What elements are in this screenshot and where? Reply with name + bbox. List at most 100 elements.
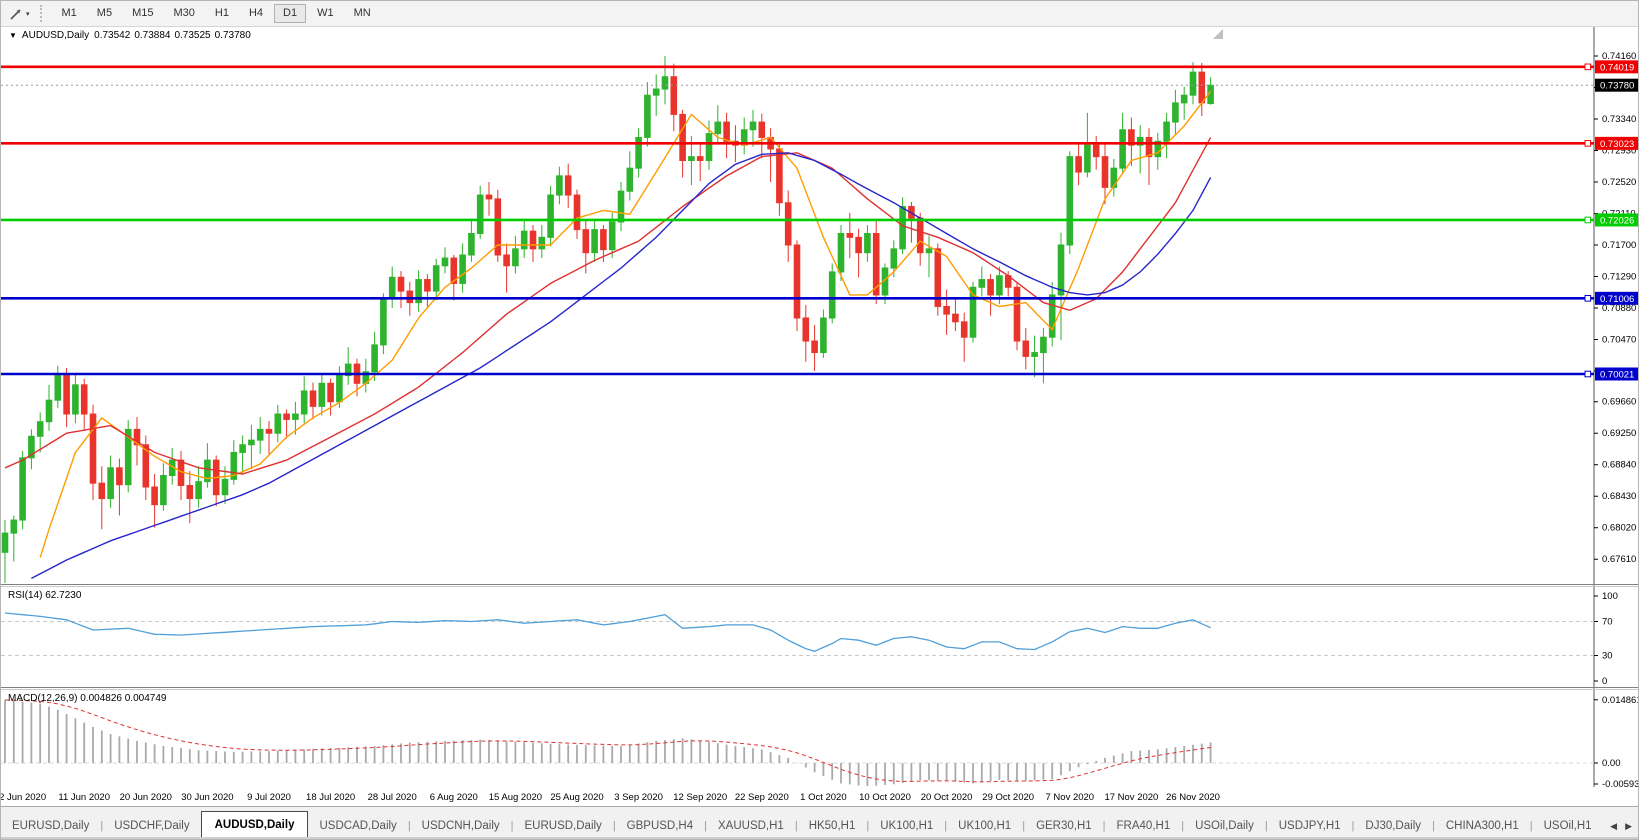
tab-scroll-arrows: ◀ ▶ (1606, 821, 1638, 838)
time-axis-label: 3 Sep 2020 (614, 792, 663, 803)
fast-ma-line (39, 90, 1212, 558)
current-price-badge: 0.73780 (1595, 78, 1638, 92)
time-axis-label: 28 Jul 2020 (367, 792, 417, 803)
tab-usdchf-daily[interactable]: USDCHF,Daily (114, 820, 190, 832)
timeframe-button-m15[interactable]: M15 (123, 4, 162, 23)
tab-usdcad-daily[interactable]: USDCAD,Daily (319, 820, 397, 832)
rsi-line (4, 612, 1211, 652)
chart-symbol-label: AUDUSD,Daily (21, 30, 90, 41)
svg-text:0.72930: 0.72930 (1602, 146, 1636, 157)
tab-eurusd-daily[interactable]: EURUSD,Daily (12, 820, 90, 832)
timeframe-button-mn[interactable]: MN (345, 4, 380, 23)
tab-usoil-daily[interactable]: USOil,Daily (1195, 820, 1254, 832)
svg-text:0.70880: 0.70880 (1602, 303, 1636, 314)
tab-xauusd-h1[interactable]: XAUUSD,H1 (718, 820, 784, 832)
chart-header: ▼ AUDUSD,Daily 0.73542 0.73884 0.73525 0… (9, 30, 251, 41)
svg-text:0.68430: 0.68430 (1602, 491, 1636, 502)
svg-text:0.67610: 0.67610 (1602, 554, 1636, 565)
timeframe-button-m5[interactable]: M5 (88, 4, 121, 23)
svg-text:0.68840: 0.68840 (1602, 460, 1636, 471)
horizontal-price-lines[interactable]: 0.74019 0.73023 0.72026 0.71006 0.70021 (1, 60, 1639, 381)
tab-dj30-daily[interactable]: DJ30,Daily (1365, 820, 1421, 832)
collapse-triangle-icon[interactable]: ▼ (9, 31, 17, 40)
tab-separator: | (1432, 820, 1435, 832)
rsi-panel: 100 70 30 0 (1, 591, 1618, 687)
tab-scroll-left-icon[interactable]: ◀ (1610, 821, 1618, 831)
svg-text:0.69660: 0.69660 (1602, 397, 1636, 408)
bottom-strip (1, 837, 1638, 839)
time-axis-label: 7 Nov 2020 (1045, 792, 1095, 803)
svg-text:0: 0 (1602, 676, 1607, 687)
time-axis-label: 20 Jun 2020 (119, 792, 172, 803)
svg-text:0.68020: 0.68020 (1602, 523, 1636, 534)
time-axis-label: 17 Nov 2020 (1104, 792, 1159, 803)
chevron-down-icon: ▾ (26, 10, 30, 18)
timeframe-buttons: M1 M5 M15 M30 H1 H4 D1 W1 MN (52, 4, 381, 23)
tab-china300-h1[interactable]: CHINA300,H1 (1445, 820, 1519, 832)
tab-usdcnh-daily[interactable]: USDCNH,Daily (421, 820, 500, 832)
ohlc-close: 0.73780 (214, 30, 251, 41)
time-axis-label: 22 Sep 2020 (734, 792, 789, 803)
tab-separator: | (1181, 820, 1185, 832)
svg-text:70: 70 (1602, 617, 1613, 628)
time-axis-label: 15 Aug 2020 (488, 792, 543, 803)
tab-uk100-h1[interactable]: UK100,H1 (958, 820, 1012, 832)
cursor-tool-icon (10, 9, 21, 20)
svg-text:0.72520: 0.72520 (1602, 177, 1636, 188)
tab-separator: | (100, 820, 104, 832)
time-axis-label: 10 Oct 2020 (859, 792, 911, 803)
svg-text:0.70470: 0.70470 (1602, 335, 1636, 346)
time-axis-label: 9 Jul 2020 (247, 792, 291, 803)
tab-separator: | (944, 820, 948, 832)
tab-usoil-h1[interactable]: USOil,H1 (1543, 820, 1592, 832)
timeframe-button-h1[interactable]: H1 (206, 4, 238, 23)
tab-fra40-h1[interactable]: FRA40,H1 (1116, 820, 1171, 832)
tab-uk100-h1[interactable]: UK100,H1 (880, 820, 934, 832)
tab-usdjpy-h1[interactable]: USDJPY,H1 (1278, 820, 1341, 832)
svg-text:0.72026: 0.72026 (1600, 215, 1634, 226)
time-axis-label: 26 Nov 2020 (1166, 792, 1220, 803)
svg-text:0.73340: 0.73340 (1602, 114, 1636, 125)
slow-ma-line (31, 152, 1212, 580)
svg-text:100: 100 (1602, 591, 1618, 602)
tab-separator: | (794, 820, 798, 832)
timeframe-button-m30[interactable]: M30 (164, 4, 203, 23)
ohlc-open: 0.73542 (94, 30, 131, 41)
time-axis-label: 6 Aug 2020 (429, 792, 478, 803)
price-chart-canvas[interactable]: 0.741600.737500.733400.729300.725200.721… (1, 1, 1639, 787)
svg-text:30: 30 (1602, 651, 1613, 662)
svg-text:-0.005938: -0.005938 (1602, 779, 1639, 787)
tab-separator: | (510, 820, 514, 832)
macd-indicator-label: MACD(12,26,9) 0.004826 0.004749 (8, 693, 167, 704)
svg-text:0.70021: 0.70021 (1600, 369, 1634, 380)
time-axis-label: 1 Oct 2020 (800, 792, 847, 803)
scroll-end-marker (1213, 29, 1223, 39)
tab-separator: | (407, 820, 411, 832)
time-axis[interactable]: 2 Jun 2020 11 Jun 2020 20 Jun 2020 30 Jun 2… (1, 787, 1638, 806)
tab-separator: | (1264, 820, 1268, 832)
timeframe-button-w1[interactable]: W1 (308, 4, 343, 23)
tab-separator: | (1529, 820, 1533, 832)
timeframe-button-h4[interactable]: H4 (240, 4, 272, 23)
chart-tab-bar: EURUSD,Daily | USDCHF,Daily AUDUSD,Daily USD… (1, 806, 1638, 838)
tab-scroll-right-icon[interactable]: ▶ (1625, 821, 1632, 831)
svg-text:0.69250: 0.69250 (1602, 428, 1636, 439)
toolbar-grip (39, 5, 45, 22)
timeframe-button-d1[interactable]: D1 (274, 4, 307, 23)
tab-separator: | (612, 820, 616, 832)
time-axis-label: 30 Jun 2020 (181, 792, 234, 803)
tab-gbpusd-h4[interactable]: GBPUSD,H4 (626, 820, 694, 832)
tab-eurusd-daily[interactable]: EURUSD,Daily (524, 820, 602, 832)
cursor-tool-button[interactable]: ▾ (3, 4, 36, 23)
ohlc-high: 0.73884 (134, 30, 171, 41)
macd-panel: 0.014861 0.00 -0.005938 (1, 695, 1639, 787)
ohlc-low: 0.73525 (174, 30, 211, 41)
svg-text:0.74019: 0.74019 (1600, 62, 1634, 73)
tab-hk50-h1[interactable]: HK50,H1 (808, 820, 856, 832)
tab-audusd-daily[interactable]: AUDUSD,Daily (200, 811, 309, 838)
timeframe-button-m1[interactable]: M1 (53, 4, 86, 23)
tab-ger30-h1[interactable]: GER30,H1 (1036, 820, 1092, 832)
tab-separator: | (1102, 820, 1106, 832)
tab-separator: | (1351, 820, 1355, 832)
